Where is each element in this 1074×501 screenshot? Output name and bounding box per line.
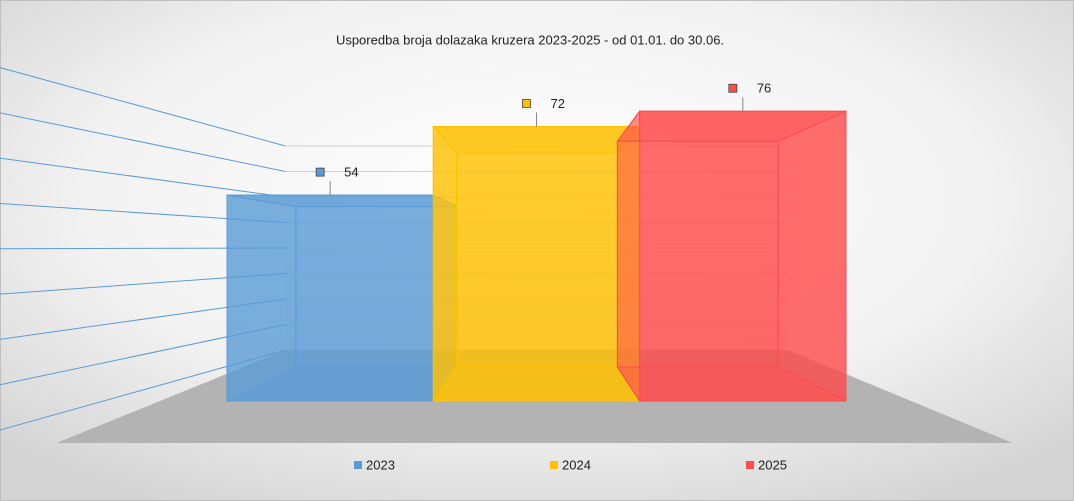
bar-front bbox=[226, 194, 434, 402]
label-marker bbox=[728, 83, 738, 93]
data-label: 76 bbox=[757, 81, 771, 96]
legend-label: 2023 bbox=[366, 457, 395, 472]
grid-line bbox=[0, 67, 286, 147]
legend-swatch bbox=[550, 461, 558, 469]
bar-front bbox=[639, 110, 847, 402]
data-label: 54 bbox=[344, 165, 358, 180]
data-label: 72 bbox=[551, 96, 565, 111]
grid-line bbox=[0, 112, 286, 172]
label-marker bbox=[315, 167, 325, 177]
legend-swatch bbox=[354, 461, 362, 469]
legend-swatch bbox=[746, 461, 754, 469]
chart-title: Usporedba broja dolazaka kruzera 2023-20… bbox=[336, 32, 724, 47]
bar-front bbox=[432, 126, 641, 402]
legend-label: 2025 bbox=[758, 457, 787, 472]
bar-left bbox=[616, 109, 641, 403]
label-marker bbox=[522, 99, 531, 108]
legend-label: 2024 bbox=[562, 457, 591, 472]
grid-line bbox=[0, 157, 286, 198]
